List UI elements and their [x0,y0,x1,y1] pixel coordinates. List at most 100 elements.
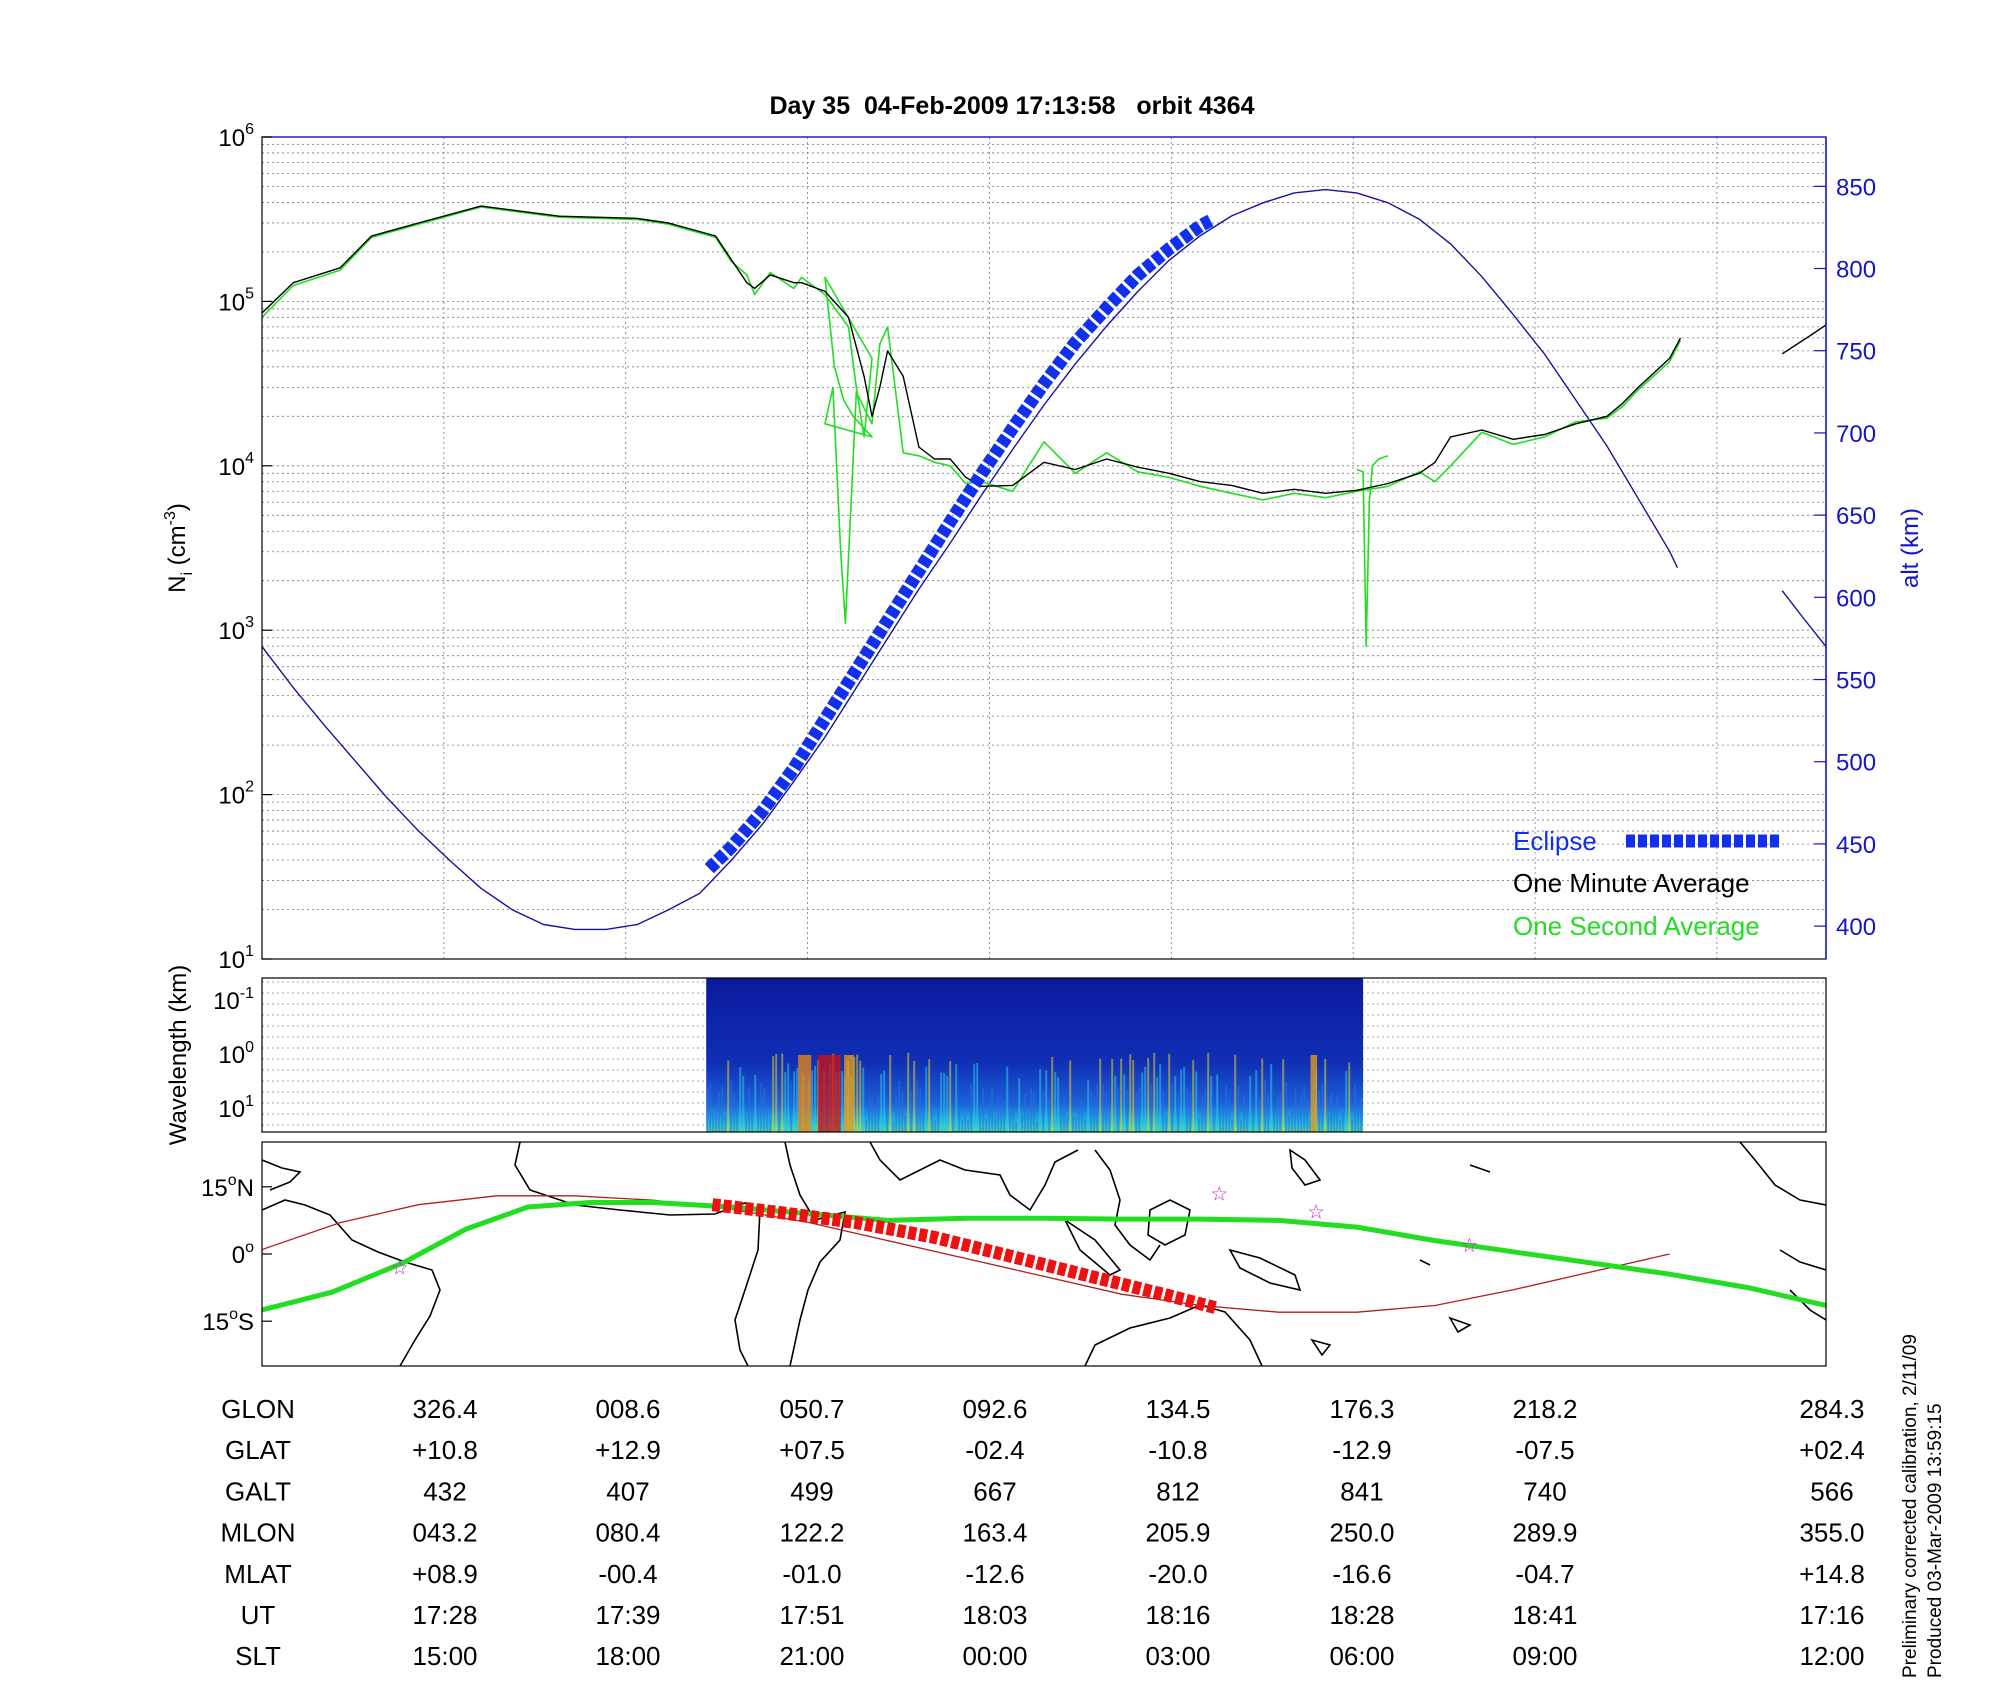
table-cell: 18:16 [1145,1600,1210,1630]
table-cell: 432 [423,1476,466,1506]
spec-streak [952,1105,955,1132]
spec-streak [706,1087,709,1132]
spec-streak [787,1063,790,1132]
spec-streak [1075,1117,1078,1132]
africa-east-coast [784,1142,847,1366]
spec-streak [1063,1096,1066,1132]
spec-streak [1300,1093,1303,1132]
spec-streak [922,1113,925,1132]
spec-ytick: 10-1 [213,985,254,1015]
spec-streak [1249,1076,1252,1132]
spec-streak [1126,1089,1129,1132]
table-cell: -12.6 [965,1559,1024,1589]
table-cell: 17:28 [412,1600,477,1630]
spec-streak [862,1067,865,1132]
spec-streak [1282,1059,1285,1132]
table-cell: -16.6 [1332,1559,1391,1589]
table-cell: +12.9 [595,1435,661,1465]
table-cell: 218.2 [1512,1394,1577,1424]
spec-streak [973,1063,976,1132]
magnetic-star-icon: ☆ [1307,1201,1325,1223]
table-row-label: GALT [225,1476,291,1506]
spec-streak [1360,1097,1363,1132]
right-tick-label: 400 [1836,914,1876,941]
table-cell: +14.8 [1799,1559,1865,1589]
table-cell: 18:41 [1512,1600,1577,1630]
spec-streak [985,1118,988,1132]
spectrogram-panel: Wavelength (km) 10-1 100 101 [165,965,1827,1145]
spec-streak [1135,1092,1138,1132]
table-cell: 289.9 [1512,1518,1577,1548]
spec-streak [769,1118,772,1132]
magnetic-star-icon: ☆ [391,1257,409,1279]
spec-streak [913,1060,916,1132]
spec-ytick: 101 [218,1093,254,1123]
legend-eclipse-label: Eclipse [1513,826,1597,856]
series-line-eclipse [704,213,1216,874]
spec-streak [1225,1085,1228,1132]
map-tick-label: 0o [232,1239,254,1269]
legend: Eclipse One Minute Average One Second Av… [1513,826,1780,941]
spec-streak [754,1075,757,1132]
spec-streak [859,1060,862,1132]
spec-streak [1297,1104,1300,1132]
spec-streak [1216,1074,1219,1132]
spec-streak [889,1055,892,1132]
spec-streak [1171,1083,1174,1132]
spec-streak [841,1071,844,1132]
table-cell: 250.0 [1329,1518,1394,1548]
spec-streak [871,1097,874,1132]
table-cell: -01.0 [782,1559,841,1589]
spec-streak [1048,1098,1051,1132]
spec-streak [1336,1094,1339,1132]
left-tick-label: 104 [218,450,254,481]
spec-streak [778,1113,781,1132]
spec-streak [1186,1086,1189,1132]
magnetic-star-icon: ☆ [1210,1184,1228,1206]
spec-streak [1324,1059,1327,1132]
spec-streak [1084,1119,1087,1132]
spec-streak [1144,1066,1147,1132]
spec-streak [715,1104,718,1132]
spec-streak [1093,1095,1096,1132]
series-line-one-minute-average [1781,324,1826,355]
map-orbit-line [262,1195,1670,1313]
table-cell: +08.9 [412,1559,478,1589]
table-cell: 17:51 [779,1600,844,1630]
table-cell: 043.2 [412,1518,477,1548]
spec-streak [745,1116,748,1132]
spec-streak [1333,1106,1336,1132]
right-tick-label: 450 [1836,832,1876,859]
spec-streak [943,1073,946,1132]
top-grid [262,137,1826,960]
spec-streak [751,1105,754,1132]
table-cell: 841 [1340,1476,1383,1506]
top-series [262,188,1826,931]
spec-streak [721,1086,724,1132]
spec-streak [1210,1075,1213,1132]
series-line-altitude [1781,590,1826,648]
spec-streak [1090,1091,1093,1132]
spec-streak [916,1080,919,1132]
spec-streak [1078,1109,1081,1132]
spec-streak [709,1082,712,1132]
left-axis-ticks: 101 102 103 104 105 106 [218,121,272,974]
spec-streak [1183,1067,1186,1132]
table-cell: 008.6 [595,1394,660,1424]
spec-streak [994,1117,997,1132]
table-row-label: UT [241,1600,276,1630]
table-cell: 00:00 [962,1641,1027,1671]
spec-streak [865,1120,868,1132]
spec-streak [997,1097,1000,1132]
orbit-parameter-table: GLON 326.4 008.6 050.7 092.6 134.5 176.3 218.2 2… [220,1394,1864,1671]
spec-streak [1306,1098,1309,1132]
spec-streak [1102,1085,1105,1132]
table-cell: 03:00 [1145,1641,1210,1671]
spec-streak [988,1102,991,1132]
table-cell: 18:28 [1329,1600,1394,1630]
spec-streak [1015,1121,1018,1132]
left-axis-label-unit-exp: -3 [162,511,179,525]
legend-second-label: One Second Average [1513,911,1760,941]
spec-streak [904,1115,907,1132]
spec-streak [1351,1120,1354,1132]
